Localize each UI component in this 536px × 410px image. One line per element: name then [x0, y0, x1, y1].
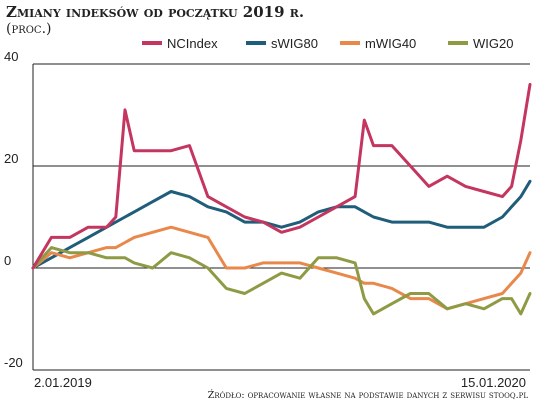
series-line-wig20	[31, 246, 532, 316]
series-line-swig80	[31, 179, 532, 270]
y-tick-label: -20	[4, 355, 23, 370]
y-tick-label: 40	[4, 49, 18, 64]
chart-title: Zmiany indeksów od początku 2019 r.	[6, 3, 305, 21]
x-tick-label-end: 15.01.2020	[461, 375, 526, 390]
source-note: Źródło: opracowanie własne na podstawie …	[207, 390, 528, 401]
tick-layer: 40 20 0 -20	[4, 49, 23, 370]
legend-label-mwig40: mWIG40	[365, 36, 416, 51]
series-layer	[31, 82, 532, 316]
legend: NCIndex sWIG80 mWIG40 WIG20	[142, 36, 513, 51]
chart-subtitle: (proc.)	[6, 21, 52, 37]
y-tick-label: 0	[4, 253, 11, 268]
legend-label-swig80: sWIG80	[271, 36, 318, 51]
y-tick-label: 20	[4, 151, 18, 166]
legend-label-ncindex: NCIndex	[167, 36, 218, 51]
grid-layer	[32, 63, 530, 371]
series-line-ncindex	[31, 82, 532, 270]
x-tick-label-start: 2.01.2019	[34, 375, 92, 390]
legend-label-wig20: WIG20	[473, 36, 513, 51]
